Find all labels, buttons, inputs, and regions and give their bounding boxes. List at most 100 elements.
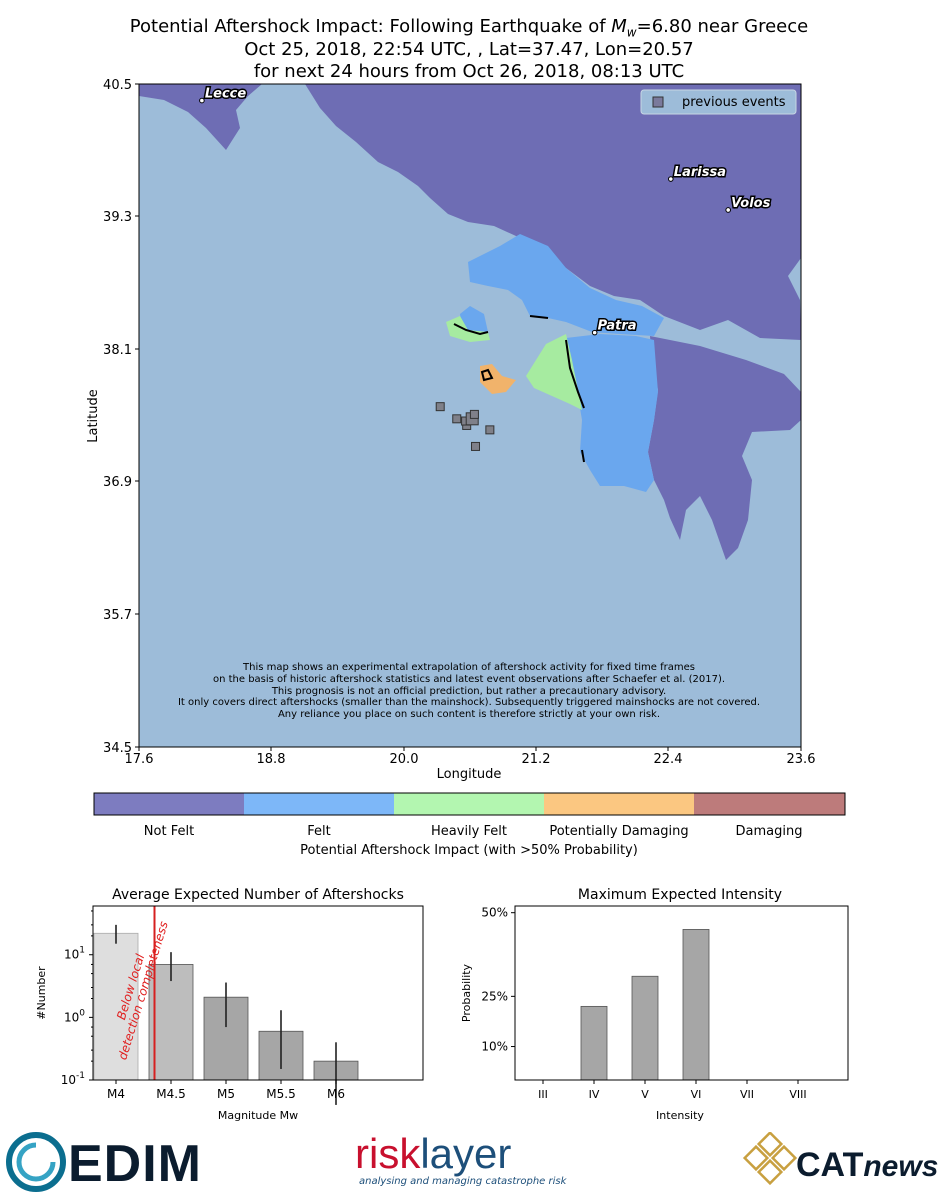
x-tick-label: M5 — [217, 1087, 235, 1101]
title-text-end: =6.80 near Greece — [636, 16, 809, 37]
colorbar-label-heavily-felt: Heavily Felt — [431, 824, 507, 839]
x-tick-label: 23.6 — [787, 752, 816, 767]
y-tick-label: 10-1 — [61, 1071, 85, 1087]
colorbar-segment-heavily-felt — [394, 793, 544, 815]
disclaimer-line: Any reliance you place on such content i… — [278, 709, 660, 720]
map-x-axis: 17.6 18.8 20.0 21.2 22.4 23.6 Longitude — [125, 747, 816, 782]
map-legend: previous events — [640, 89, 797, 115]
chart1-xlabel: Magnitude Mw — [218, 1109, 298, 1122]
colorbar-segment-felt — [244, 793, 394, 815]
chart2-ylabel: Probability — [460, 963, 473, 1022]
colorbar-label-felt: Felt — [307, 824, 330, 839]
y-tick-label: 39.3 — [103, 210, 132, 225]
x-tick-label: III — [538, 1088, 548, 1101]
risklayer-logo: risklayer analysing and managing catastr… — [355, 1132, 585, 1198]
disclaimer-line: on the basis of historic aftershock stat… — [213, 674, 725, 685]
chart1-title: Average Expected Number of Aftershocks — [112, 887, 404, 903]
aftershock-bar — [93, 932, 139, 1081]
legend-label: previous events — [682, 95, 786, 110]
land-greece-north — [305, 84, 801, 340]
previous-event-marker — [471, 441, 481, 451]
city-label: Patra — [598, 319, 637, 334]
map-frame — [138, 83, 802, 748]
x-tick-label: VIII — [789, 1088, 806, 1101]
city-label: Larissa — [674, 165, 726, 180]
disclaimer-line: This prognosis is not an official predic… — [271, 686, 666, 697]
y-tick-label: 34.5 — [103, 741, 132, 756]
x-tick-label: 20.0 — [390, 752, 419, 767]
title-text: Potential Aftershock Impact: Following E… — [129, 16, 612, 37]
x-tick-label: 22.4 — [654, 752, 683, 767]
colorbar-segment-damaging — [694, 793, 845, 815]
chart1-ylabel: #Number — [35, 966, 48, 1020]
edim-text: EDIM — [68, 1135, 202, 1193]
city-dot — [725, 207, 731, 213]
previous-event-marker — [469, 409, 479, 419]
intensity-bar — [631, 975, 659, 1081]
city-dot — [199, 97, 205, 104]
y-tick-label: 10% — [481, 1040, 508, 1054]
zone-heavily-felt-kefalonia — [446, 316, 490, 342]
city-label: Volos — [731, 196, 770, 211]
impact-colorbar: Not Felt Felt Heavily Felt Potentially D… — [93, 792, 846, 858]
intensity-bar — [580, 1005, 608, 1081]
disclaimer-line: This map shows an experimental extrapola… — [242, 662, 695, 673]
city-label: Lecce — [205, 87, 247, 102]
legend-square — [652, 96, 664, 108]
x-tick-label: VII — [740, 1088, 754, 1101]
edim-ring-icon — [6, 1132, 66, 1192]
land-felt-mainland — [468, 234, 664, 336]
y-axis-label: Latitude — [86, 389, 101, 443]
title-line-2: Oct 25, 2018, 22:54 UTC, , Lat=37.47, Lo… — [244, 39, 694, 60]
x-tick-label: M6 — [327, 1087, 345, 1101]
colorbar-title: Potential Aftershock Impact (with >50% P… — [300, 843, 638, 858]
land-italy — [139, 84, 262, 150]
chart1-frame — [92, 905, 424, 1081]
x-axis-label: Longitude — [437, 767, 502, 782]
city-dot — [591, 329, 598, 336]
chart2-xlabel: Intensity — [656, 1109, 704, 1122]
previous-event-marker — [435, 402, 445, 412]
y-tick-label: 100 — [64, 1008, 85, 1024]
x-tick-label: M4 — [107, 1087, 125, 1101]
land-felt-peloponnese — [566, 334, 658, 492]
mag-symbol: M — [611, 16, 627, 37]
y-tick-label: 36.9 — [103, 475, 132, 490]
title-line-3: for next 24 hours from Oct 26, 2018, 08:… — [253, 61, 685, 82]
x-tick-label: 18.8 — [257, 752, 286, 767]
catnews-news: news — [863, 1150, 938, 1183]
colorbar-segment-potentially-damaging — [544, 793, 694, 815]
y-tick-label: 38.1 — [103, 343, 132, 358]
colorbar-label-potentially-damaging: Potentially Damaging — [549, 824, 688, 839]
x-tick-label: IV — [589, 1088, 600, 1101]
disclaimer-line: It only covers direct aftershocks (small… — [178, 697, 760, 708]
x-tick-label: 21.2 — [522, 752, 551, 767]
colorbar-label-damaging: Damaging — [736, 824, 803, 839]
risklayer-tagline: analysing and managing catastrophe risk — [359, 1176, 567, 1187]
x-tick-label: VI — [691, 1088, 702, 1101]
title-line-1: Potential Aftershock Impact: Following E… — [0, 16, 938, 44]
max-intensity-chart: Maximum Expected Intensity III IV V VI VII VI… — [460, 887, 849, 1122]
disclaimer: This map shows an experimental extrapola… — [178, 662, 760, 720]
aftershock-map: Lecce Larissa Volos Patra previous events T… — [86, 78, 816, 782]
x-tick-label: M4.5 — [156, 1087, 185, 1101]
y-tick-label: 25% — [481, 989, 508, 1003]
y-tick-label: 40.5 — [103, 78, 132, 93]
colorbar-label-not-felt: Not Felt — [144, 824, 194, 839]
catnews-logo: CATnews — [740, 1130, 938, 1196]
chart2-frame — [514, 905, 849, 1081]
risklayer-layer: layer — [420, 1130, 512, 1177]
y-tick-label: 35.7 — [103, 608, 132, 623]
previous-event-marker — [452, 414, 462, 424]
aftershock-count-chart: Average Expected Number of Aftershocks B… — [35, 887, 424, 1122]
risklayer-risk: risk — [355, 1130, 421, 1177]
aftershock-bar — [148, 964, 194, 1081]
catnews-diamond-icon — [742, 1130, 798, 1186]
edim-logo: EDIM — [0, 1130, 240, 1194]
x-tick-label: 17.6 — [125, 752, 154, 767]
previous-events-layer — [435, 402, 495, 451]
mag-subscript: w — [626, 25, 637, 40]
cities-layer: Lecce Larissa Volos Patra — [199, 85, 772, 336]
y-tick-label: 101 — [64, 946, 85, 962]
land-peloponnese-east — [648, 336, 801, 560]
